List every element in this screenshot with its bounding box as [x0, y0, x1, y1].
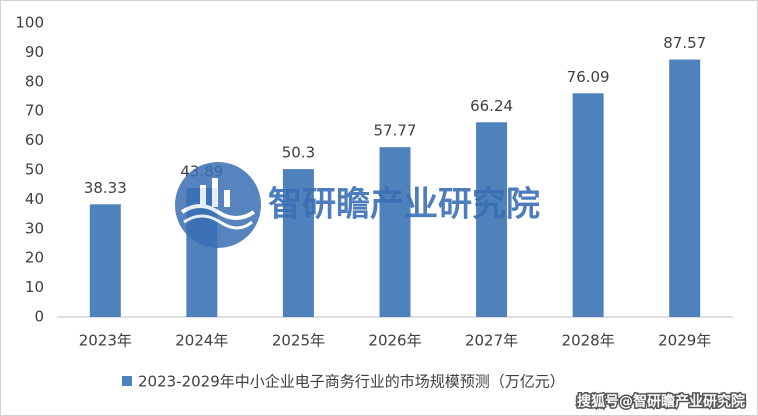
data-label: 57.77 [374, 122, 417, 140]
data-label: 38.33 [84, 179, 127, 197]
y-tick-label: 0 [34, 308, 44, 326]
x-tick-label: 2026年 [368, 332, 421, 350]
data-label: 66.24 [470, 97, 513, 115]
x-tick-label: 2029年 [658, 332, 711, 350]
y-tick-label: 30 [25, 219, 44, 237]
legend-swatch [122, 376, 132, 386]
data-label: 50.3 [282, 144, 315, 162]
bar [669, 59, 701, 318]
y-tick-label: 80 [25, 72, 44, 90]
x-tick-label: 2028年 [562, 332, 615, 350]
x-tick-label: 2025年 [272, 332, 325, 350]
y-tick-label: 70 [25, 102, 44, 120]
data-label: 76.09 [567, 68, 610, 86]
watermark-text: 智研瞻产业研究院 [268, 185, 540, 225]
bar [282, 169, 314, 317]
x-tick-label: 2024年 [175, 332, 228, 350]
bar [476, 122, 508, 318]
bar [572, 93, 604, 317]
y-tick-label: 60 [25, 131, 44, 149]
y-tick-label: 20 [25, 249, 44, 267]
y-tick-label: 10 [25, 278, 44, 296]
x-tick-label: 2027年 [465, 332, 518, 350]
y-tick-label: 50 [25, 161, 44, 179]
y-tick-label: 100 [15, 14, 44, 32]
x-tick-label: 2023年 [79, 332, 132, 350]
legend-label: 2023-2029年中小企业电子商务行业的市场规模预测（万亿元） [138, 373, 565, 391]
y-tick-label: 90 [25, 43, 44, 61]
y-tick-label: 40 [25, 190, 44, 208]
watermark-logo [175, 162, 261, 248]
source-text: 搜狐号@智研瞻产业研究院 [577, 393, 745, 410]
bar [89, 204, 121, 317]
data-label: 87.57 [663, 34, 706, 52]
bar [379, 147, 411, 317]
